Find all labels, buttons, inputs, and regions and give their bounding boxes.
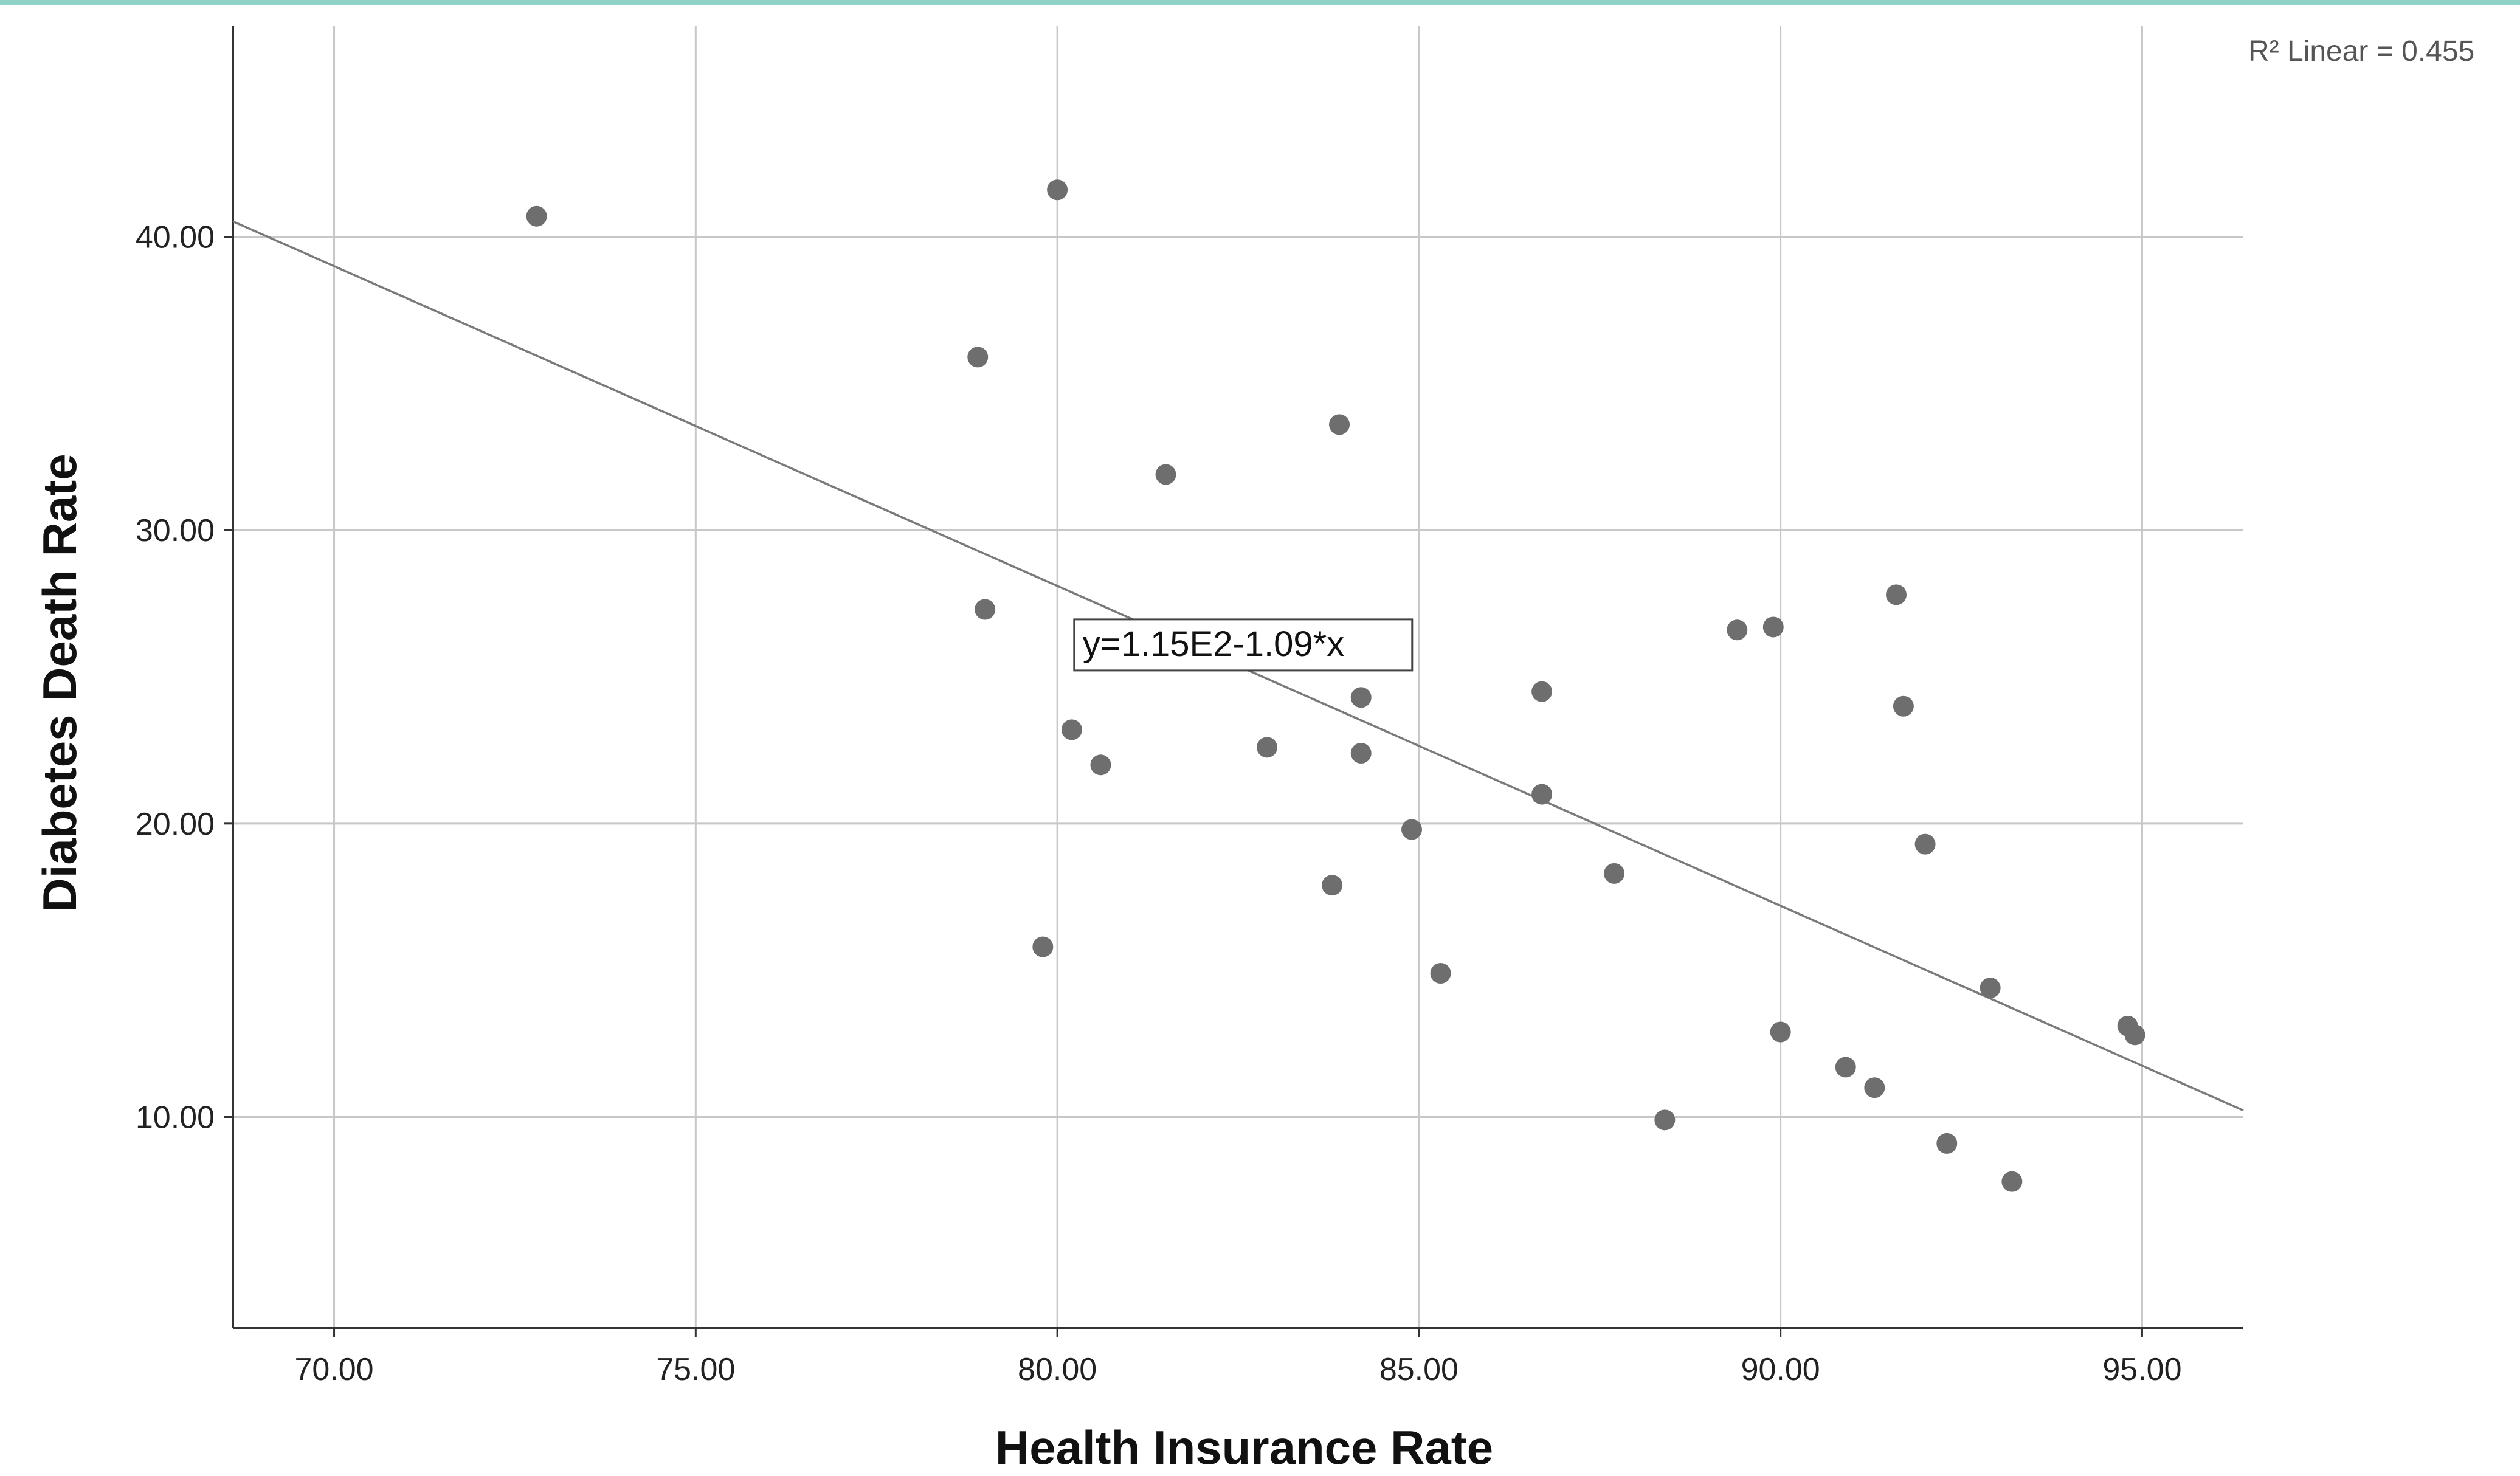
data-point (1654, 1109, 1676, 1131)
data-point (1090, 754, 1111, 776)
data-point (967, 347, 989, 368)
r-squared-label: R² Linear = 0.455 (2248, 35, 2474, 67)
data-point (1155, 464, 1176, 485)
gridlines (233, 26, 2243, 1328)
y-tick-label: 40.00 (136, 220, 215, 255)
x-tick-label: 85.00 (1379, 1352, 1458, 1387)
data-point (1770, 1021, 1791, 1043)
data-point (1936, 1133, 1958, 1154)
data-point (1835, 1057, 1856, 1078)
y-tick-label: 10.00 (136, 1100, 215, 1135)
equation-box (1073, 618, 1414, 672)
y-tick-label: 30.00 (136, 513, 215, 548)
data-point (1047, 179, 1068, 201)
data-point (1430, 962, 1451, 984)
data-point (1886, 584, 1907, 605)
equation-label: y=1.15E2-1.09*x (1083, 624, 1344, 664)
data-point (1350, 742, 1372, 764)
y-tick-label: 20.00 (136, 807, 215, 842)
data-point (1257, 737, 1278, 758)
x-tick-label: 70.00 (294, 1352, 373, 1387)
data-point (1762, 616, 1784, 638)
data-point (2124, 1024, 2145, 1046)
data-point (1531, 784, 1553, 805)
data-point (1864, 1077, 1885, 1098)
data-point (1893, 695, 1914, 717)
data-point (1604, 863, 1625, 884)
x-tick-label: 75.00 (656, 1352, 735, 1387)
data-point (975, 599, 996, 620)
data-point (1980, 978, 2001, 999)
data-point (1061, 719, 1082, 740)
data-point (1401, 819, 1422, 840)
x-axis-title: Health Insurance Rate (995, 1421, 1493, 1474)
y-axis-title: Diabetes Death Rate (33, 453, 86, 912)
labels: 70.00 75.00 80.00 85.00 90.00 95.00 10.00 20.00… (33, 35, 2474, 1474)
top-accent-strip (0, 0, 2520, 5)
data-point (1322, 875, 1343, 896)
data-point (1329, 414, 1350, 435)
data-point (2001, 1171, 2023, 1192)
data-points (526, 179, 2145, 1192)
x-tick-label: 90.00 (1741, 1352, 1820, 1387)
data-point (1531, 681, 1553, 702)
data-point (1032, 936, 1054, 957)
x-tick-label: 80.00 (1018, 1352, 1097, 1387)
data-point (1350, 687, 1372, 708)
axes (224, 26, 2243, 1337)
data-point (1914, 833, 1936, 855)
x-tick-label: 95.00 (2102, 1352, 2181, 1387)
data-point (526, 205, 547, 227)
data-point (1727, 619, 1748, 641)
